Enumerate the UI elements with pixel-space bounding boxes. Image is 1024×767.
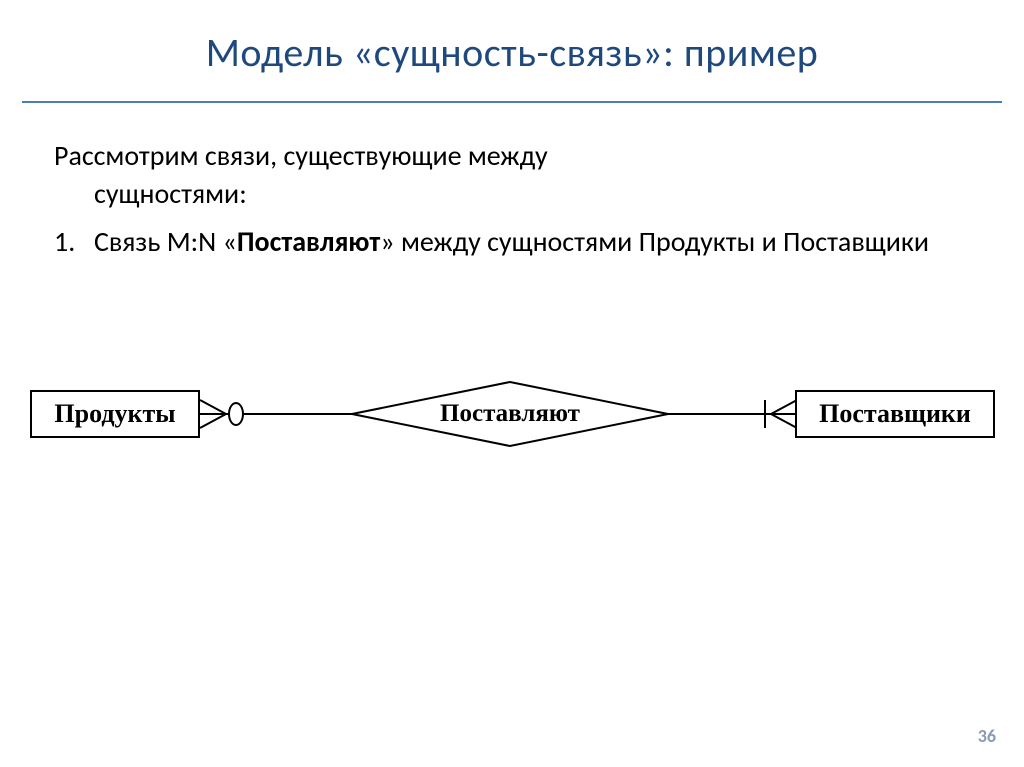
list-body: Связь M:N «Поставляют» между сущностями … [94,223,929,261]
entity-right-box: Поставщики [795,390,995,438]
list-text-suffix: » между сущностями Продукты и Поставщики [380,224,929,259]
page-number: 36 [978,725,996,747]
list-number: 1. [54,223,94,261]
list-item-1: 1. Связь M:N «Поставляют» между сущностя… [54,223,970,261]
list-text-prefix: Связь M:N « [94,224,237,259]
page-title: Модель «сущность-связь»: пример [40,28,984,77]
relationship-label: Поставляют [440,400,580,428]
relationship-label-container: Поставляют [350,380,670,448]
intro-paragraph: Рассмотрим связи, существующие между сущ… [54,137,970,213]
list-bold: Поставляют [237,224,380,259]
title-block: Модель «сущность-связь»: пример [0,0,1024,87]
entity-left-label: Продукты [54,399,175,429]
body-text: Рассмотрим связи, существующие между сущ… [0,103,1024,260]
intro-line-1: Рассмотрим связи, существующие между [54,138,548,173]
one-mark-right-icon [764,400,766,428]
intro-line-2: сущностями: [54,176,247,211]
er-diagram: Продукты Поставляют Поставщики [30,380,995,500]
entity-right-label: Поставщики [819,399,971,429]
zero-mark-left-icon [228,402,244,426]
crowsfoot-left-icon [200,398,226,430]
crowsfoot-right-icon [771,398,797,430]
entity-left-box: Продукты [30,390,200,438]
